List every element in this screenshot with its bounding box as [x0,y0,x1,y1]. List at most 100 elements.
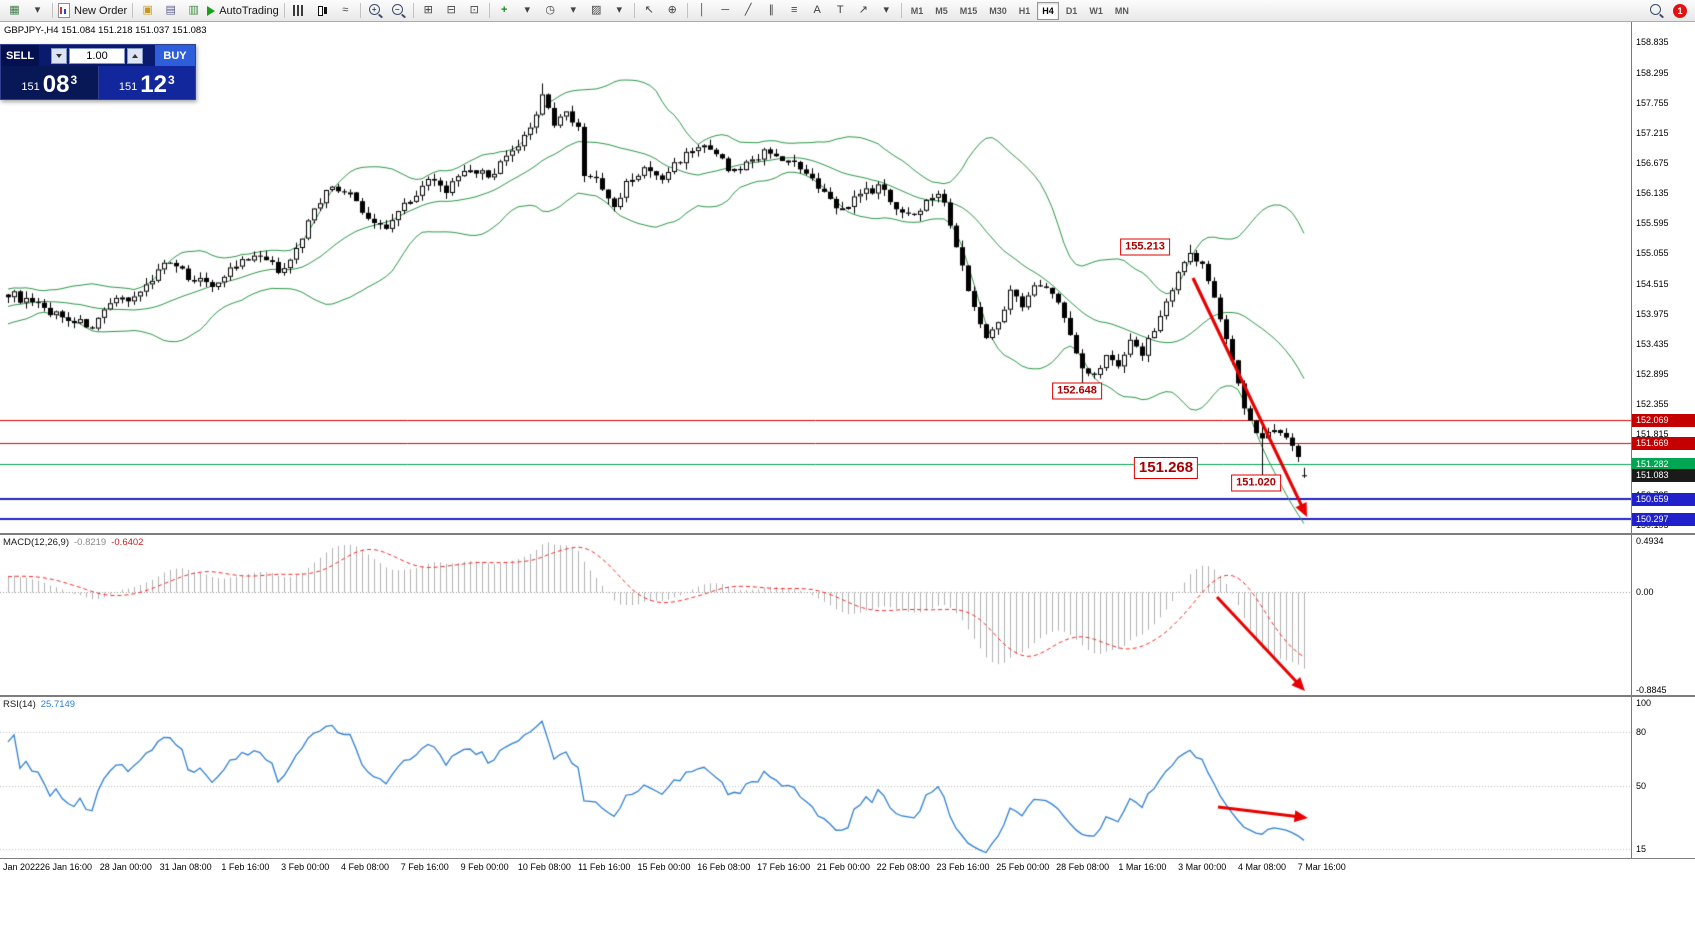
new-order-button[interactable]: New Order [56,2,129,20]
horizontal-line-icon[interactable]: ─ [714,2,737,20]
data-window-icon[interactable]: ▤ [159,2,182,20]
arrange-windows-icon[interactable]: ⊡ [463,2,486,20]
indicators-caret-icon[interactable]: ▾ [516,2,539,20]
time-label: 28 Jan 00:00 [99,862,152,872]
trendline-icon: ╱ [744,4,752,16]
toolbar-separator [52,3,53,18]
templates-icon: ▨ [591,4,602,16]
autotrading-button[interactable]: AutoTrading [205,2,281,20]
periods-icon[interactable]: ◷ [539,2,562,20]
toolbar-separator [132,3,134,18]
zoom-in-icon[interactable]: + [364,2,387,20]
vertical-line-icon[interactable]: │ [691,2,714,20]
text-icon[interactable]: A [806,2,829,20]
templates-caret-icon: ▾ [616,4,622,16]
cursor-icon[interactable]: ↖ [638,2,661,20]
zoom-out-icon: − [391,4,403,15]
rsi-panel-canvas[interactable] [0,696,1631,858]
rsi-value: 25.7149 [40,699,76,710]
time-axis[interactable]: Jan 2022 26 Jan 16:00 28 Jan 00:00 31 Jan 0… [0,859,1695,877]
notification-badge[interactable]: 1 [1673,3,1687,18]
level-price-tag: 152.069 [1632,414,1695,427]
buy-label: BUY [155,45,195,66]
time-label: 16 Feb 08:00 [697,862,751,872]
timeframe-w1-button[interactable]: W1 [1089,5,1103,16]
volume-input[interactable] [69,47,125,64]
new-chart-icon: ▦ [9,4,20,16]
crosshair-icon[interactable]: ⊕ [661,2,684,20]
main-chart-canvas[interactable] [0,22,1631,533]
periods-caret-icon[interactable]: ▾ [562,2,585,20]
new-order-icon [58,3,70,18]
toolbar-separator [686,3,688,18]
arrows-caret-icon[interactable]: ▾ [875,2,898,20]
timeframe-mn-button[interactable]: MN [1114,5,1129,16]
cascade-windows-icon: ⊟ [446,4,456,16]
timeframe-h4-button[interactable]: H4 [1037,1,1059,20]
sell-price-whole: 151 [21,81,40,93]
macd-panel-canvas[interactable] [0,534,1631,695]
time-label: 4 Mar 08:00 [1237,862,1287,872]
time-label: 21 Feb 00:00 [816,862,870,872]
time-label: 31 Jan 08:00 [159,862,212,872]
bar-chart-icon[interactable] [288,2,311,20]
search-icon[interactable] [1645,2,1668,20]
time-label: Jan 2022 [3,862,41,872]
price-tick: 157.215 [1636,127,1669,138]
trendline-icon[interactable]: ╱ [737,2,760,20]
time-label: 25 Feb 00:00 [996,862,1050,872]
price-tick: 153.435 [1636,338,1669,349]
timeframe-m15-button[interactable]: M15 [959,5,978,16]
price-tick: 152.355 [1636,399,1669,410]
buy-price-button[interactable]: 151 12 3 [97,66,195,99]
time-axis-divider[interactable] [0,858,1695,859]
templates-icon[interactable]: ▨ [585,2,608,20]
market-watch-icon[interactable]: ▣ [136,2,159,20]
rsi-axis-tick: 15 [1636,844,1647,854]
rsi-name: RSI(14) [3,699,36,710]
equidistant-channel-icon[interactable]: ∥ [760,2,783,20]
sell-label: SELL [1,45,39,66]
indicators-icon[interactable]: + [493,2,516,20]
tile-windows-icon[interactable]: ⊞ [417,2,440,20]
equidistant-channel-icon: ∥ [768,4,774,16]
macd-axis-tick: 0.00 [1636,586,1654,597]
rsi-panel-divider[interactable] [0,695,1695,697]
time-label: 1 Mar 16:00 [1118,862,1167,872]
text-label-icon[interactable]: T [829,2,852,20]
rsi-axis-tick: 50 [1636,781,1647,791]
toolbar-separator [633,3,635,18]
timeframe-m1-button[interactable]: M1 [910,5,924,16]
price-tick: 155.595 [1636,218,1669,229]
new-chart-icon[interactable]: ▦ [3,2,26,20]
candlestick-chart-icon[interactable] [311,2,334,20]
navigator-icon[interactable]: ▥ [182,2,205,20]
sell-price-button[interactable]: 151 08 3 [1,66,98,99]
time-label: 1 Feb 16:00 [221,862,270,872]
timeframe-h1-button[interactable]: H1 [1018,5,1031,16]
timeframe-m5-button[interactable]: M5 [935,5,948,16]
fibonacci-icon[interactable]: ≡ [783,2,806,20]
arrows-icon[interactable]: ↗ [852,2,875,20]
level-price-tag: 151.669 [1632,437,1695,450]
new-chart-caret-icon[interactable]: ▾ [26,2,49,20]
templates-caret-icon[interactable]: ▾ [608,2,631,20]
volume-decrease-button[interactable] [51,47,67,64]
macd-panel-divider[interactable] [0,533,1695,535]
timeframe-d1-button[interactable]: D1 [1065,5,1078,16]
triangle-up-icon [132,53,138,58]
text-icon: A [813,4,821,16]
line-chart-icon[interactable]: ≈ [334,2,357,20]
zoom-out-icon[interactable]: − [387,2,410,20]
volume-increase-button[interactable] [127,47,143,64]
price-tick: 154.515 [1636,278,1669,289]
timeframe-m30-button[interactable]: M30 [989,5,1007,16]
price-axis[interactable]: 158.835 158.295 157.755 157.215 156.675 156.1… [1631,22,1695,858]
cascade-windows-icon[interactable]: ⊟ [440,2,463,20]
arrows-caret-icon: ▾ [883,4,889,16]
sell-price-pipette: 3 [70,73,78,87]
search-icon [1650,4,1661,15]
data-window-icon: ▤ [165,4,176,16]
